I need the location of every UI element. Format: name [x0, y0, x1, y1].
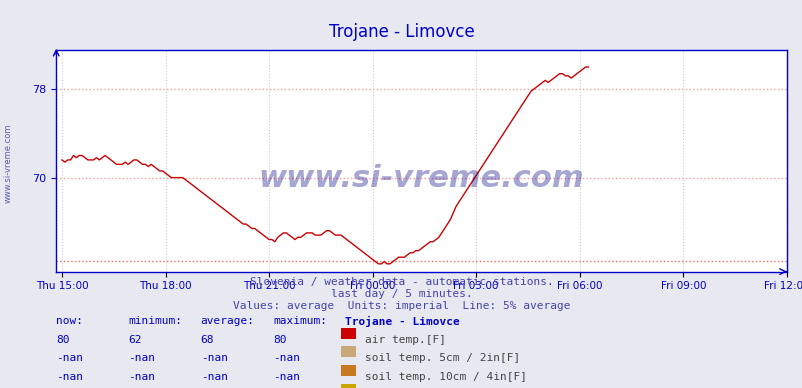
- Text: 62: 62: [128, 335, 142, 345]
- Text: 80: 80: [56, 335, 70, 345]
- Text: soil temp. 10cm / 4in[F]: soil temp. 10cm / 4in[F]: [365, 372, 527, 382]
- Text: air temp.[F]: air temp.[F]: [365, 335, 446, 345]
- Text: 80: 80: [273, 335, 286, 345]
- Text: -nan: -nan: [273, 372, 300, 382]
- Text: -nan: -nan: [200, 353, 228, 364]
- Text: -nan: -nan: [56, 372, 83, 382]
- Text: Trojane - Limovce: Trojane - Limovce: [328, 23, 474, 41]
- Text: average:: average:: [200, 316, 254, 326]
- Text: -nan: -nan: [128, 372, 156, 382]
- Text: minimum:: minimum:: [128, 316, 182, 326]
- Text: www.si-vreme.com: www.si-vreme.com: [3, 123, 13, 203]
- Text: maximum:: maximum:: [273, 316, 326, 326]
- Text: -nan: -nan: [273, 353, 300, 364]
- Text: 68: 68: [200, 335, 214, 345]
- Text: now:: now:: [56, 316, 83, 326]
- Text: www.si-vreme.com: www.si-vreme.com: [258, 164, 584, 193]
- Text: -nan: -nan: [56, 353, 83, 364]
- Text: -nan: -nan: [200, 372, 228, 382]
- Text: soil temp. 5cm / 2in[F]: soil temp. 5cm / 2in[F]: [365, 353, 520, 364]
- Text: Slovenia / weather data - automatic stations.: Slovenia / weather data - automatic stat…: [249, 277, 553, 288]
- Text: last day / 5 minutes.: last day / 5 minutes.: [330, 289, 472, 299]
- Text: Trojane - Limovce: Trojane - Limovce: [345, 316, 460, 327]
- Text: Values: average  Units: imperial  Line: 5% average: Values: average Units: imperial Line: 5%…: [233, 301, 569, 311]
- Text: -nan: -nan: [128, 353, 156, 364]
